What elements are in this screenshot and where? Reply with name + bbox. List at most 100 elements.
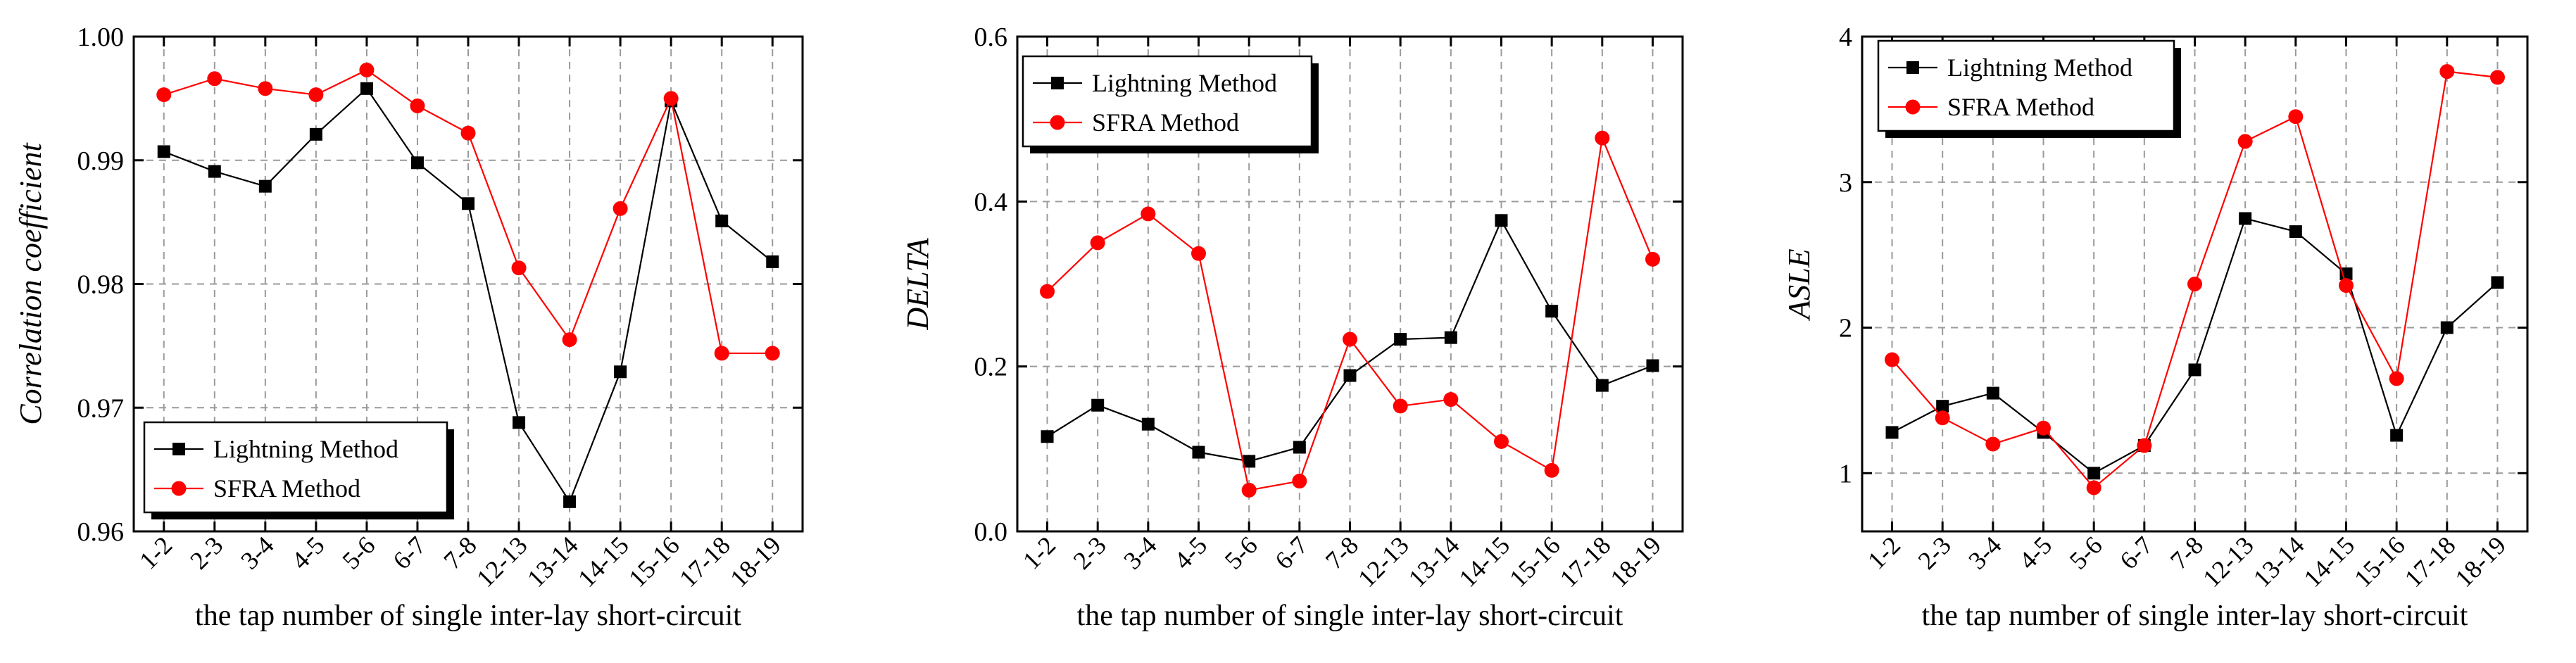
- plot-frame: [132, 35, 804, 533]
- data-point-circle: [1241, 482, 1257, 498]
- data-point-square: [1293, 441, 1306, 454]
- data-point-circle: [1292, 474, 1307, 489]
- y-tick-label: 0.6: [974, 23, 1008, 52]
- legend-marker-circle: [171, 481, 187, 496]
- data-point-circle: [663, 91, 679, 106]
- x-tick-label: 4-5: [2013, 531, 2057, 574]
- series-line-sfra-method: [163, 69, 773, 355]
- data-point-circle: [714, 346, 729, 361]
- x-tick-label: 14-15: [2298, 531, 2360, 593]
- data-point-circle: [2036, 420, 2052, 436]
- x-tick-label: 3-4: [1963, 531, 2006, 574]
- data-point-square: [1545, 305, 1559, 318]
- data-point-square: [766, 255, 779, 268]
- x-tick-label: 2-3: [184, 531, 228, 574]
- data-point-circle: [460, 125, 476, 141]
- x-tick-label: 12-13: [1352, 531, 1414, 593]
- data-point-square: [2289, 225, 2302, 239]
- x-tick-label: 4-5: [286, 531, 329, 574]
- data-point-circle: [562, 332, 577, 348]
- legend-marker-square: [1051, 77, 1064, 89]
- data-point-circle: [207, 71, 222, 87]
- x-tick-label: 6-7: [2114, 531, 2158, 574]
- legend-label: SFRA Method: [1947, 93, 2094, 121]
- data-point-circle: [2439, 64, 2455, 80]
- data-point-circle: [410, 98, 425, 113]
- x-tick-label: 18-19: [1604, 531, 1666, 593]
- x-tick-label: 6-7: [1269, 531, 1313, 574]
- plot-frame: [1861, 35, 2529, 533]
- data-point-square: [1041, 430, 1054, 443]
- data-point-square: [1243, 455, 1256, 468]
- legend-label: SFRA Method: [213, 474, 360, 503]
- legend-marker-circle: [1050, 115, 1065, 130]
- y-tick-label: 0.98: [77, 270, 125, 300]
- data-point-circle: [2338, 278, 2354, 293]
- data-point-circle: [765, 346, 780, 361]
- x-tick-label: 17-18: [674, 531, 736, 593]
- legend-marker-square: [1906, 61, 1919, 74]
- data-point-square: [2239, 212, 2252, 225]
- data-point-square: [1936, 400, 1949, 413]
- data-point-square: [1646, 359, 1659, 372]
- data-point-circle: [1443, 392, 1459, 408]
- data-point-circle: [2137, 438, 2152, 453]
- y-tick-label: 3: [1839, 168, 1852, 198]
- data-point-square: [309, 127, 322, 141]
- data-point-circle: [511, 260, 527, 276]
- legend-box: [1022, 55, 1313, 148]
- data-point-square: [715, 214, 729, 227]
- data-point-circle: [1040, 284, 1055, 299]
- data-point-square: [513, 416, 526, 429]
- y-tick-label: 2: [1839, 314, 1852, 343]
- x-tick-label: 3-4: [235, 531, 279, 574]
- data-point-circle: [2389, 371, 2404, 386]
- x-tick-label: 18-19: [724, 531, 786, 593]
- data-point-square: [410, 156, 424, 170]
- data-point-circle: [1935, 410, 1950, 426]
- data-point-square: [1192, 446, 1205, 459]
- data-point-square: [1141, 417, 1155, 431]
- x-tick-label: 1-2: [1017, 531, 1061, 574]
- y-tick-label: 0.99: [77, 146, 125, 176]
- y-tick-label: 0.2: [974, 353, 1008, 382]
- data-point-circle: [1141, 206, 1156, 222]
- x-tick-label: 15-16: [1504, 531, 1566, 593]
- data-point-square: [1444, 331, 1457, 344]
- data-point-circle: [1544, 462, 1559, 478]
- x-tick-label: 15-16: [623, 531, 685, 593]
- data-point-square: [360, 82, 373, 95]
- data-point-circle: [612, 201, 628, 216]
- y-tick-label: 0.96: [77, 517, 125, 547]
- data-point-circle: [1493, 434, 1509, 449]
- chart-panel-2: 0.00.20.40.61-2 2-3 3-4 4-5 5-6 6-7 7-812-1313…: [900, 23, 1684, 632]
- legend: Lightning Method SFRA Method: [143, 421, 454, 519]
- data-point-circle: [1595, 130, 1610, 146]
- data-point-circle: [1985, 436, 2001, 452]
- data-point-square: [1394, 333, 1407, 346]
- y-tick-label: 1: [1839, 459, 1852, 488]
- data-point-circle: [2489, 70, 2505, 85]
- data-point-square: [614, 365, 627, 379]
- x-tick-label: 6-7: [387, 531, 431, 574]
- y-tick-label: 0.97: [77, 393, 125, 423]
- data-point-circle: [1393, 398, 1408, 414]
- data-point-square: [2390, 429, 2404, 442]
- plot-frame: [1016, 35, 1684, 533]
- y-axis-title: DELTA: [900, 237, 935, 330]
- y-axis-title: Correlation coefficient: [13, 142, 48, 425]
- data-point-circle: [308, 87, 324, 103]
- data-point-circle: [1090, 235, 1105, 251]
- x-tick-label: 13-14: [2248, 531, 2310, 593]
- data-point-circle: [2237, 134, 2253, 149]
- data-point-circle: [156, 87, 172, 103]
- data-point-square: [2087, 467, 2101, 480]
- x-tick-label: 3-4: [1118, 531, 1162, 574]
- data-point-square: [1595, 379, 1609, 392]
- data-point-circle: [258, 81, 273, 96]
- legend-label: Lightning Method: [1092, 69, 1277, 97]
- legend-label: SFRA Method: [1092, 108, 1239, 137]
- y-tick-label: 0.0: [974, 517, 1008, 547]
- legend-box: [1877, 39, 2175, 132]
